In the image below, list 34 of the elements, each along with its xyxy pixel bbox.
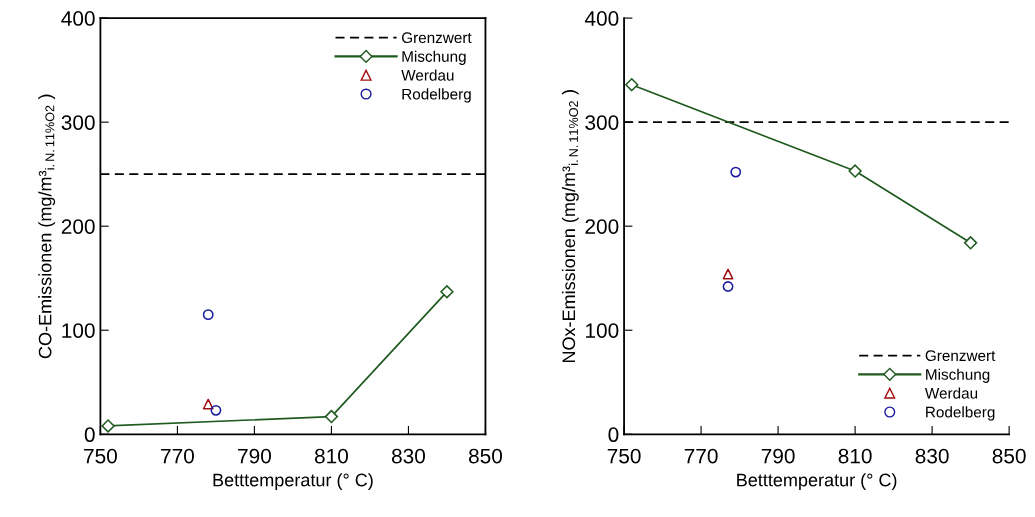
x-tick-label: 810: [314, 448, 348, 464]
legend-label: Mischung: [402, 50, 466, 65]
x-tick-label: 790: [761, 448, 795, 464]
y-tick-label: 0: [84, 427, 95, 443]
x-tick-label: 790: [238, 448, 271, 464]
x-tick-label: 850: [468, 448, 503, 464]
x-tick-label: 830: [391, 448, 426, 464]
y-tick-label: 0: [608, 427, 619, 443]
y-tick-label: 400: [584, 11, 619, 26]
legend-label: Werdau: [924, 387, 978, 399]
x-tick-label: 770: [161, 448, 194, 464]
x-tick-label: 750: [607, 448, 641, 464]
y-tick-label: 300: [61, 115, 95, 130]
x-tick-label: 830: [915, 448, 949, 464]
y-axis-title: NOx-Emissionen (mg/m³$_{i.N.11%O2}$ ): [561, 90, 579, 363]
y-tick-label: 200: [61, 219, 95, 234]
y-tick-label: 100: [62, 323, 95, 338]
x-tick-label: 810: [838, 448, 872, 464]
y-tick-label: 300: [585, 115, 619, 130]
x-tick-label: 850: [992, 448, 1026, 464]
x-tick-label: 770: [684, 448, 718, 464]
x-axis-title: Betttemperatur (° C): [737, 473, 897, 490]
y-tick-label: 100: [586, 323, 619, 338]
y-tick-label: 200: [585, 219, 619, 234]
x-axis-title: Betttemperatur (° C): [213, 473, 373, 490]
y-axis-title: CO-Emissionen (mg/m³$_{i.N.11%O2}$ ): [38, 94, 56, 359]
legend-label: Grenzwert: [401, 32, 472, 44]
y-tick-label: 400: [61, 11, 95, 26]
legend-label: Rodelberg: [402, 88, 471, 103]
x-tick-label: 750: [84, 448, 117, 464]
legend-label: Rodelberg: [926, 406, 995, 421]
legend-label: Werdau: [401, 69, 454, 81]
legend-label: Mischung: [926, 368, 990, 383]
legend-label: Grenzwert: [925, 350, 996, 362]
